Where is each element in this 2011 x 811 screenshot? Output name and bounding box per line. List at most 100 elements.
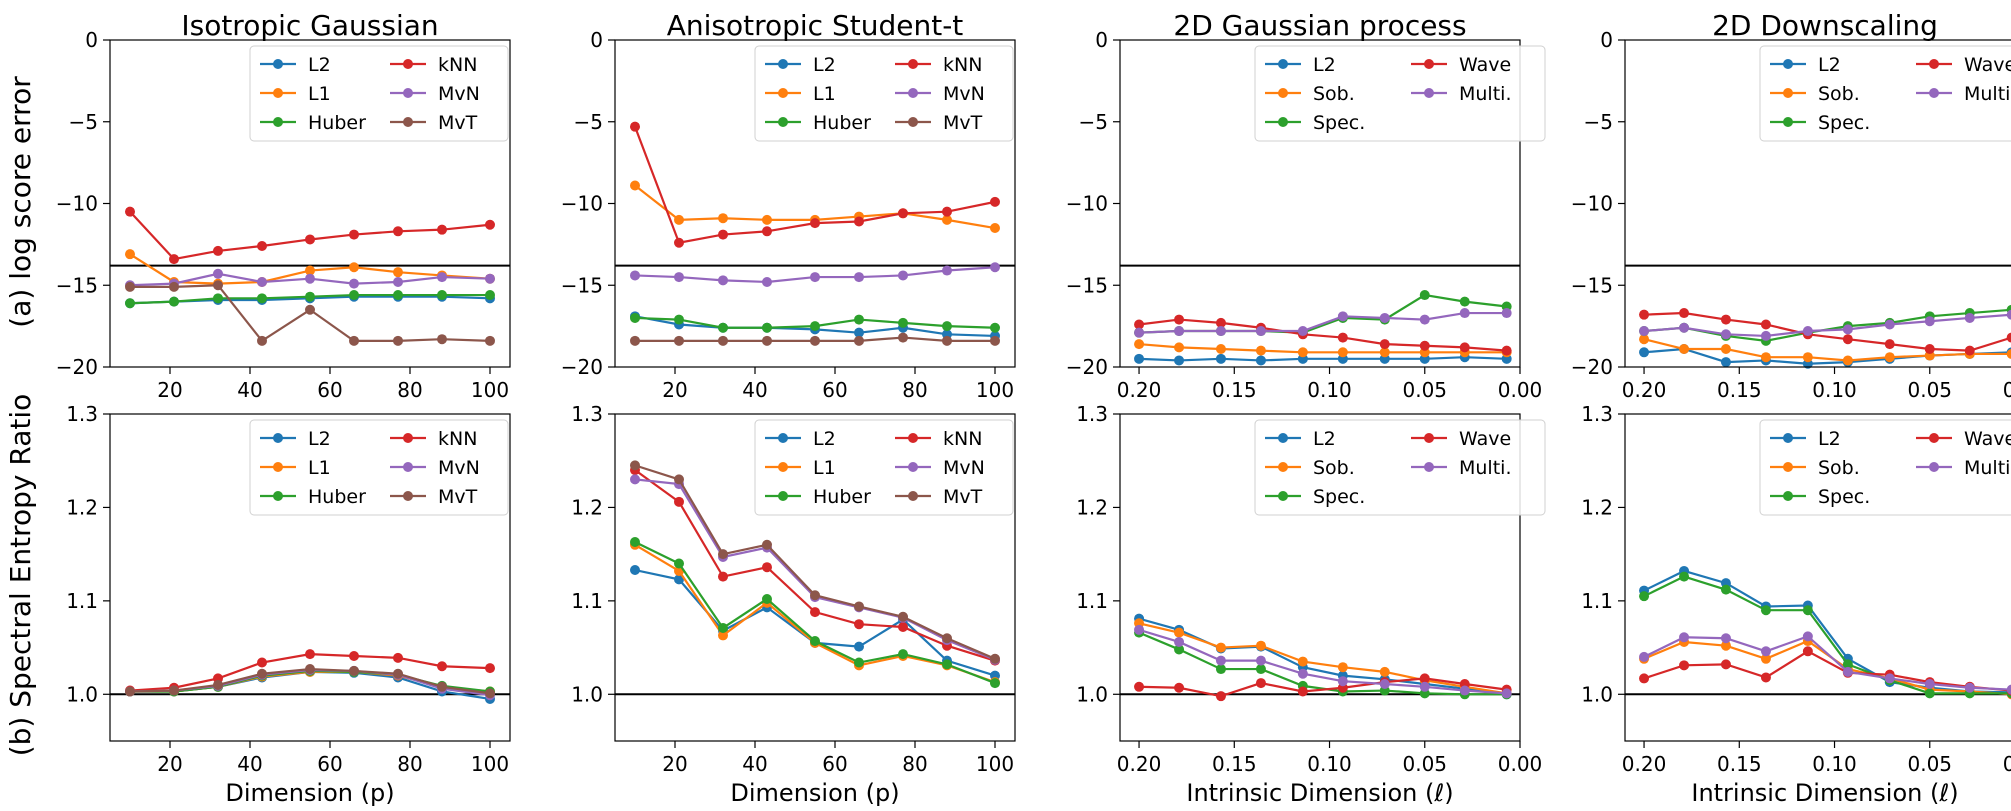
legend-swatch-marker bbox=[403, 88, 413, 98]
panels: Isotropic Gaussian 0 −5 −10 −15 −20 20 40 60 80 10… bbox=[56, 9, 2011, 807]
series-line-Multi. bbox=[1643, 313, 2011, 338]
data-point-Huber bbox=[257, 293, 267, 304]
legend-entry: Multi. bbox=[1459, 457, 1511, 479]
data-point-MvT bbox=[213, 679, 223, 690]
data-point-Multi. bbox=[1884, 673, 1895, 684]
data-point-kNN bbox=[213, 245, 223, 256]
series-line-Wave bbox=[1643, 650, 2011, 692]
axes-frame bbox=[1624, 413, 2011, 742]
y-tick-label: 1.2 bbox=[1581, 495, 1613, 519]
data-point-Multi. bbox=[1964, 682, 1975, 693]
data-point-MvT bbox=[674, 335, 684, 346]
data-point-Sob. bbox=[1639, 334, 1650, 345]
data-point-Wave bbox=[1134, 681, 1145, 692]
x-tick-label: 0.20 bbox=[1622, 752, 1667, 776]
data-point-Multi. bbox=[1297, 668, 1308, 679]
data-point-Sob. bbox=[1297, 347, 1308, 358]
legend-frame bbox=[754, 45, 1014, 142]
legend-frame bbox=[249, 45, 509, 142]
legend-entry: MvN bbox=[438, 83, 480, 105]
data-point-Spec. bbox=[1679, 571, 1690, 582]
data-point-L2 bbox=[1134, 353, 1145, 364]
data-point-MvT bbox=[898, 611, 908, 622]
data-point-kNN bbox=[393, 652, 403, 663]
data-point-kNN bbox=[810, 218, 820, 229]
data-point-L1 bbox=[349, 262, 359, 273]
data-point-kNN bbox=[718, 571, 728, 582]
data-point-Huber bbox=[213, 293, 223, 304]
data-point-Huber bbox=[762, 593, 772, 604]
data-point-Spec. bbox=[1459, 296, 1470, 307]
legend-entry: MvN bbox=[438, 457, 480, 479]
data-point-MvT bbox=[213, 280, 223, 291]
data-point-MvT bbox=[257, 668, 267, 679]
data-point-kNN bbox=[898, 622, 908, 633]
data-point-MvT bbox=[125, 686, 135, 697]
series-line-Sob. bbox=[1138, 343, 1507, 354]
legend-entry: Multi. bbox=[1459, 83, 1511, 105]
x-tick-label: 0.10 bbox=[1812, 752, 1857, 776]
data-point-Huber bbox=[810, 636, 820, 647]
data-point-Huber bbox=[674, 314, 684, 325]
data-point-Wave bbox=[1255, 678, 1266, 689]
legend: L2 L1 Huber kNN MvN MvT bbox=[754, 419, 1014, 516]
data-point-Huber bbox=[718, 622, 728, 633]
y-tick-label: 1.3 bbox=[66, 402, 98, 426]
legend-swatch-marker bbox=[908, 491, 918, 501]
legend-frame bbox=[1759, 419, 2011, 516]
data-point-MvN bbox=[393, 276, 403, 287]
data-point-Multi. bbox=[1337, 311, 1348, 322]
data-point-MvN bbox=[854, 272, 864, 283]
legend-entry: Multi. bbox=[1964, 83, 2011, 105]
y-tick-label: −15 bbox=[1066, 273, 1108, 297]
x-tick-label: 0.10 bbox=[1812, 378, 1857, 402]
x-tick-label: 20 bbox=[157, 378, 182, 402]
legend-swatch-marker bbox=[1278, 59, 1288, 69]
legend-frame bbox=[1759, 45, 2011, 142]
data-point-Wave bbox=[1459, 342, 1470, 353]
data-point-kNN bbox=[630, 121, 640, 132]
legend-entry: Spec. bbox=[1313, 486, 1365, 508]
data-point-kNN bbox=[305, 649, 315, 660]
data-point-Sob. bbox=[1337, 662, 1348, 673]
data-point-Multi. bbox=[1215, 326, 1226, 337]
legend-entry: L2 bbox=[813, 54, 836, 76]
data-point-Wave bbox=[1215, 691, 1226, 702]
data-point-MvT bbox=[630, 335, 640, 346]
data-point-MvT bbox=[169, 685, 179, 696]
series-line-Wave bbox=[1139, 677, 1507, 698]
legend: L2 L1 Huber kNN MvN MvT bbox=[249, 45, 509, 142]
data-point-Spec. bbox=[1842, 659, 1853, 670]
panel-p12: 1.0 1.1 1.2 1.3 0.20 0.15 0.10 0.05 0.00 Intrinsi… bbox=[1076, 402, 1546, 807]
data-point-Wave bbox=[1802, 646, 1813, 657]
legend-entry: Sob. bbox=[1313, 457, 1355, 479]
panel-p13: 1.0 1.1 1.2 1.3 0.20 0.15 0.10 0.05 0.00 Intrinsi… bbox=[1581, 402, 2011, 807]
data-point-kNN bbox=[169, 254, 179, 265]
y-tick-label: 1.2 bbox=[571, 495, 603, 519]
series-line-Spec. bbox=[1139, 293, 1507, 334]
x-tick-label: 20 bbox=[157, 752, 182, 776]
legend-entry: Huber bbox=[308, 486, 366, 508]
data-point-MvT bbox=[810, 590, 820, 601]
legend-entry: MvN bbox=[943, 83, 985, 105]
panel-title: 2D Gaussian process bbox=[1173, 9, 1466, 42]
data-point-kNN bbox=[125, 206, 135, 217]
legend-entry: Sob. bbox=[1818, 83, 1860, 105]
x-axis-label: Intrinsic Dimension (ℓ) bbox=[1691, 779, 1958, 807]
data-point-Wave bbox=[1639, 309, 1650, 320]
legend-swatch-marker bbox=[403, 59, 413, 69]
legend-entry: Huber bbox=[813, 486, 871, 508]
legend-entry: MvT bbox=[438, 112, 478, 134]
y-tick-label: −5 bbox=[69, 110, 98, 134]
data-point-Sob. bbox=[1802, 352, 1813, 363]
legend-swatch-marker bbox=[778, 433, 788, 443]
legend: L2 Sob. Spec. Wave Multi. bbox=[1254, 419, 1546, 516]
legend-frame bbox=[1254, 45, 1546, 142]
legend-entry: kNN bbox=[438, 54, 477, 76]
x-tick-label: 0.15 bbox=[1717, 752, 1762, 776]
legend-swatch-marker bbox=[908, 88, 918, 98]
data-point-Sob. bbox=[1297, 656, 1308, 667]
legend-swatch-marker bbox=[778, 59, 788, 69]
panel-p00: Isotropic Gaussian 0 −5 −10 −15 −20 20 40 60 80 10… bbox=[56, 9, 511, 402]
data-point-Wave bbox=[2006, 332, 2011, 343]
